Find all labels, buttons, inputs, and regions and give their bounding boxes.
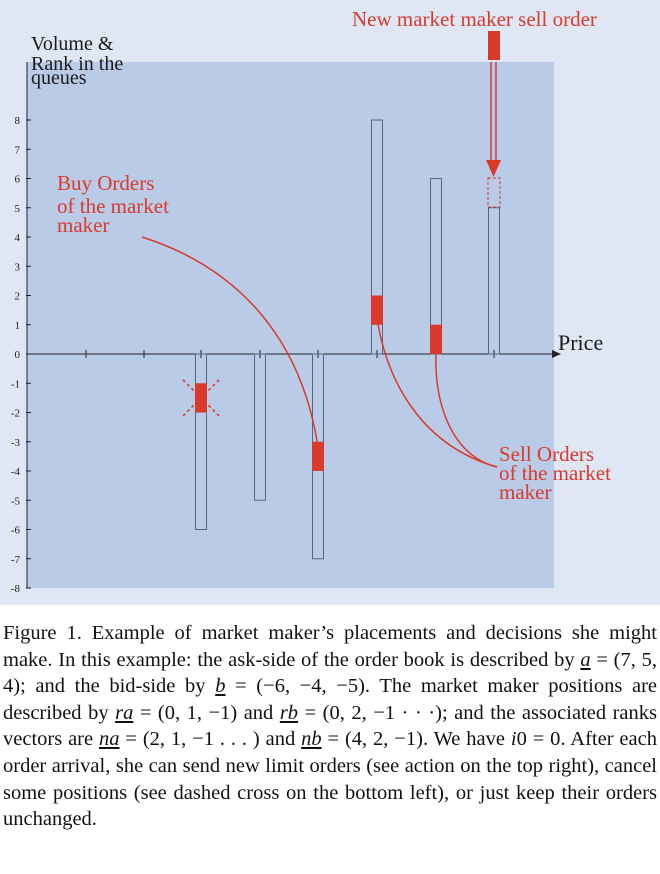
- caption-i0-symbol: i: [510, 728, 517, 751]
- y-tick-label: -1: [11, 378, 20, 390]
- caption-paragraph: Figure 1. Example of market maker’s plac…: [3, 620, 657, 833]
- new-order-arrowhead: [486, 160, 501, 177]
- sell-pointer-curve-1: [377, 323, 498, 468]
- new-order-arrow: [486, 31, 501, 208]
- caption-rb-symbol: rb: [279, 701, 299, 724]
- bid-bar-1: [195, 353, 207, 530]
- y-tick-label: 1: [15, 320, 21, 332]
- y-tick-label: 3: [15, 261, 21, 273]
- caption-rb-value: = (0, 2, −1 · · ·); and the associated r…: [3, 701, 658, 751]
- x-axis-arrowhead: [552, 350, 561, 358]
- caption-i0-value: 0 = 0. After each order arrival, she can…: [3, 728, 657, 831]
- y-tick-label: 6: [15, 174, 21, 186]
- new-order-dashed-slot: [487, 177, 501, 208]
- new-order-block: [488, 31, 500, 60]
- y-tick-label: 7: [15, 144, 21, 156]
- sell-pointer-curve-2: [435, 353, 498, 468]
- ask-bar-3: [488, 207, 500, 355]
- caption-a-value: = (7, 5, 4); and the bid-side by: [3, 648, 658, 698]
- caption-b-value: = (−6, −4, −5). The market maker positio…: [3, 675, 657, 724]
- y-tick-label: -2: [11, 408, 20, 420]
- y-tick-label: -8: [11, 583, 21, 595]
- y-tick-label: -6: [11, 525, 21, 537]
- caption-na-value: = (2, 1, −1 . . . ) and: [119, 728, 302, 751]
- figure-caption: Figure 1. Example of market maker’s plac…: [3, 620, 657, 833]
- plot-area: [27, 62, 554, 588]
- caption-ra-symbol: ra: [115, 701, 134, 724]
- caption-na-symbol: na: [99, 728, 120, 751]
- y-tick-label: -3: [11, 437, 21, 449]
- mm-order-ask-1: [371, 295, 383, 325]
- bid-bar-2: [254, 353, 266, 501]
- caption-intro: Figure 1. Example of market maker’s plac…: [3, 622, 657, 671]
- buy-pointer-curve: [141, 236, 319, 448]
- y-tick-label: -7: [11, 554, 21, 566]
- y-tick-label: 4: [15, 232, 21, 244]
- order-book-figure: 8 7 6 5 4 3 2 1 0 -1 -2 -3 -4 -5 -6 -7 -8 Volume & Rank …: [11, 7, 616, 595]
- caption-ra-value: = (0, 1, −1) and: [133, 701, 280, 724]
- sell-orders-annotation: Sell Orders of the market maker: [499, 442, 616, 504]
- caption-a-symbol: a: [580, 648, 591, 671]
- y-tick-label: 0: [15, 349, 21, 361]
- caption-b-symbol: b: [215, 675, 226, 698]
- buy-orders-annotation: Buy Orders of the market maker: [57, 171, 174, 237]
- market-maker-orders: [182, 295, 442, 471]
- y-tick-labels: 8 7 6 5 4 3 2 1 0 -1 -2 -3 -4 -5 -6 -7 -8: [11, 115, 21, 595]
- y-tick-label: 8: [15, 115, 21, 127]
- new-order-annotation: New market maker sell order: [352, 7, 597, 31]
- y-axis-label: Volume & Rank in the queues: [31, 33, 128, 89]
- mm-order-bid-3: [312, 441, 324, 471]
- ask-bar-1: [371, 119, 383, 355]
- y-tick-label: 2: [15, 291, 21, 303]
- mm-order-ask-2: [430, 324, 442, 354]
- caption-nb-symbol: nb: [301, 728, 322, 751]
- y-tick-label: 5: [15, 203, 21, 215]
- y-tick-label: -4: [11, 466, 21, 478]
- x-axis-label: Price: [558, 330, 603, 355]
- caption-nb-value: = (4, 2, −1). We have: [321, 728, 511, 751]
- cancel-cross-line-2: [182, 379, 220, 417]
- y-tick-label: -5: [11, 495, 21, 507]
